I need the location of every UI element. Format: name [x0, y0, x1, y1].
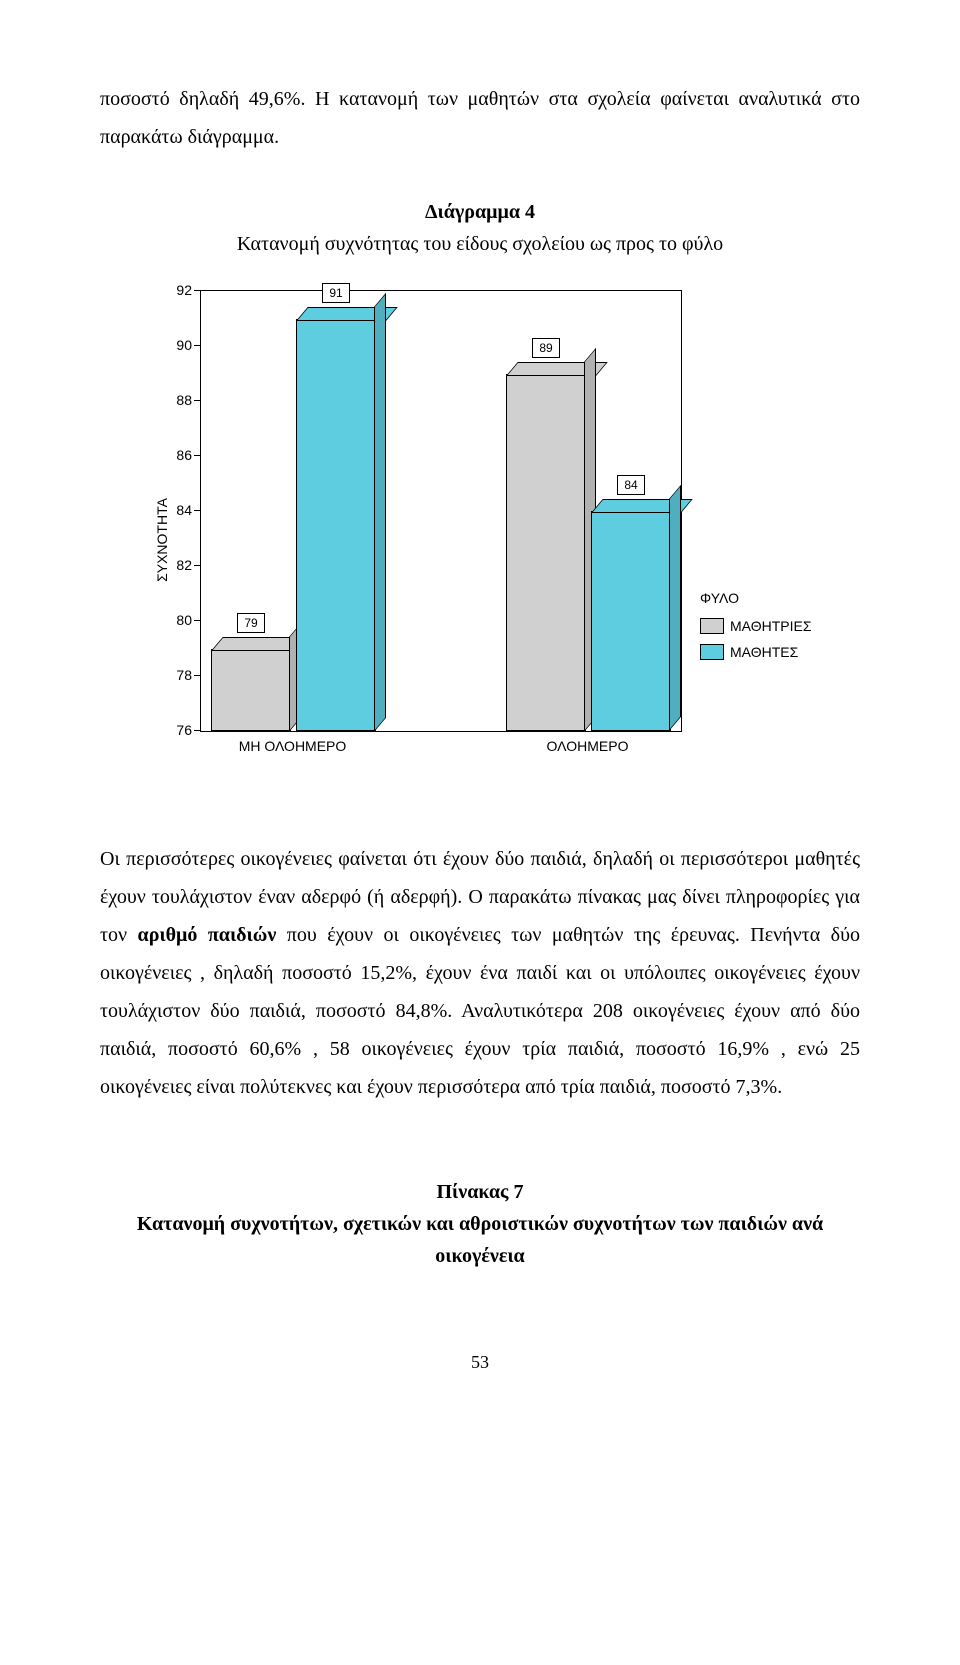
y-tick-label: 78 — [160, 667, 192, 683]
bar-value-label: 89 — [532, 338, 560, 358]
legend: ΦΥΛΟ ΜΑΘΗΤΡΙΕΣ ΜΑΘΗΤΕΣ — [700, 590, 811, 670]
intro-paragraph: ποσοστό δηλαδή 49,6%. Η κατανομή των μαθ… — [100, 80, 860, 156]
plot-area: 79918984 — [200, 290, 682, 732]
y-tick-label: 92 — [160, 282, 192, 298]
y-tick-mark — [194, 290, 200, 291]
bar: 89 — [506, 374, 586, 732]
y-tick-label: 88 — [160, 392, 192, 408]
bar-value-label: 84 — [617, 475, 645, 495]
para2-bold: αριθμό παιδιών — [138, 924, 277, 946]
page-number: 53 — [100, 1352, 860, 1373]
bar-face — [591, 511, 671, 731]
y-tick-mark — [194, 730, 200, 731]
chart-caption: Διάγραμμα 4 Κατανομή συχνότητας του είδο… — [100, 196, 860, 260]
legend-title: ΦΥΛΟ — [700, 590, 811, 606]
y-tick-label: 90 — [160, 337, 192, 353]
table-caption-sub2: οικογένεια — [435, 1245, 524, 1267]
y-tick-label: 80 — [160, 612, 192, 628]
legend-label: ΜΑΘΗΤΕΣ — [730, 644, 798, 660]
bar: 84 — [591, 511, 671, 731]
y-tick-mark — [194, 345, 200, 346]
bar: 91 — [296, 319, 376, 732]
bar-side — [669, 485, 681, 731]
para2-post: που έχουν οι οικογένειες των μαθητών της… — [100, 924, 860, 1098]
y-tick-mark — [194, 675, 200, 676]
bar-face — [506, 374, 586, 732]
y-tick-label: 76 — [160, 722, 192, 738]
y-tick-label: 82 — [160, 557, 192, 573]
bar-side — [374, 292, 386, 731]
bar-chart: 79918984 ΣΥΧΝΟΤΗΤΑ ΦΥΛΟ ΜΑΘΗΤΡΙΕΣΜΑΘΗΤΕΣ… — [100, 290, 860, 790]
y-tick-mark — [194, 400, 200, 401]
table-caption: Πίνακας 7 Κατανομή συχνοτήτων, σχετικών … — [100, 1176, 860, 1272]
chart-caption-title: Διάγραμμα 4 — [425, 201, 535, 223]
x-category-label: ΟΛΟΗΜΕΡΟ — [547, 738, 629, 754]
chart-caption-subtitle: Κατανομή συχνότητας του είδους σχολείου … — [237, 233, 723, 255]
y-tick-mark — [194, 620, 200, 621]
bar-value-label: 91 — [322, 283, 350, 303]
table-caption-sub1: Κατανομή συχνοτήτων, σχετικών και αθροισ… — [137, 1213, 823, 1235]
x-category-label: ΜΗ ΟΛΟΗΜΕΡΟ — [239, 738, 347, 754]
body-paragraph: Οι περισσότερες οικογένειες φαίνεται ότι… — [100, 840, 860, 1106]
y-tick-label: 84 — [160, 502, 192, 518]
bar-value-label: 79 — [237, 613, 265, 633]
legend-item: ΜΑΘΗΤΕΣ — [700, 644, 811, 660]
y-tick-label: 86 — [160, 447, 192, 463]
legend-label: ΜΑΘΗΤΡΙΕΣ — [730, 618, 811, 634]
legend-swatch — [700, 618, 724, 634]
bar-face — [296, 319, 376, 732]
y-tick-mark — [194, 565, 200, 566]
y-tick-mark — [194, 510, 200, 511]
table-caption-title: Πίνακας 7 — [437, 1181, 524, 1203]
bar-face — [211, 649, 291, 732]
bar: 79 — [211, 649, 291, 732]
legend-item: ΜΑΘΗΤΡΙΕΣ — [700, 618, 811, 634]
y-tick-mark — [194, 455, 200, 456]
legend-swatch — [700, 644, 724, 660]
